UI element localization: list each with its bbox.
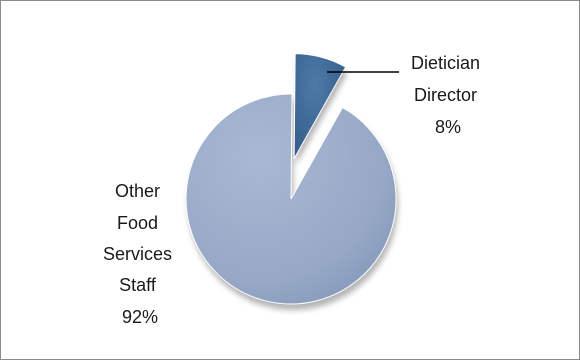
label-line: Services <box>103 244 172 264</box>
pie-slice-other-food-services-staff <box>185 93 397 305</box>
slice-label-dietician-director: Dietician Director 8% <box>411 53 485 137</box>
label-line: Director <box>414 85 477 105</box>
label-line: Food <box>117 213 158 233</box>
label-line: Other <box>115 181 160 201</box>
pie-slice-dietician-director <box>293 53 347 159</box>
label-line: Dietician <box>411 53 480 73</box>
slice-label-other-food-services-staff: Other Food Services Staff 92% <box>103 181 177 327</box>
label-line: 92% <box>122 307 158 327</box>
label-line: Staff <box>119 275 157 295</box>
label-line: 8% <box>435 117 461 137</box>
